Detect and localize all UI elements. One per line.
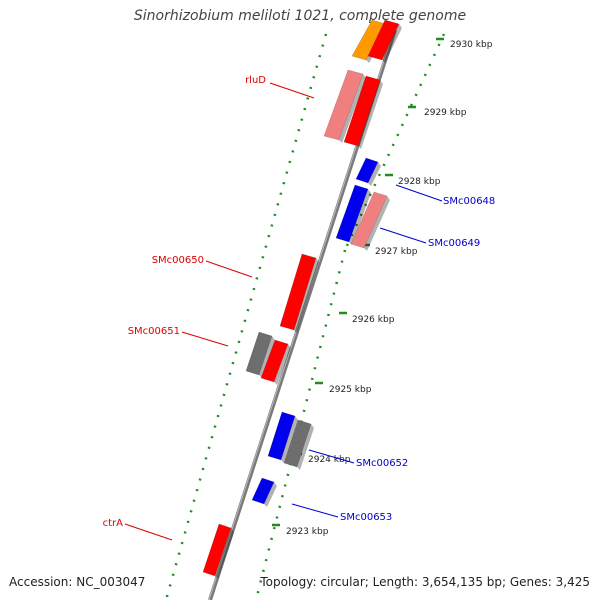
gene-smc00651: [260, 339, 289, 383]
gene-label-leader: [308, 449, 355, 464]
gene-red-top: [367, 19, 400, 61]
gene-label: SMc00652: [356, 458, 408, 469]
gene-smc00652-grey-shade: [297, 424, 314, 470]
gene-smc00651-shade: [274, 344, 291, 385]
gene-smc00653: [251, 477, 275, 505]
gene-label-leader: [379, 227, 427, 244]
gene-label-leader: [205, 260, 253, 278]
gene-label-leader: [124, 523, 173, 541]
gene-label: ctrA: [103, 518, 124, 529]
gene-smc00652-blue: [267, 411, 296, 461]
gene-red-2: [343, 75, 381, 147]
gene-label: SMc00649: [428, 238, 480, 249]
gene-red-top-shade: [382, 24, 402, 63]
tick-label: 2927 kbp: [375, 247, 418, 257]
gene-smc00648-small: [355, 157, 379, 184]
gene-label: SMc00650: [152, 255, 204, 266]
tick-label: 2926 kbp: [352, 315, 395, 325]
gene-smc00653-shade: [264, 482, 277, 507]
gene-smc00648-shade: [349, 189, 371, 245]
gene-label: SMc00648: [443, 196, 495, 207]
gene-label-leader: [395, 184, 443, 202]
gene-red-2-shade: [358, 80, 383, 149]
gene-ctrA: [202, 523, 232, 577]
gene-features: [202, 19, 402, 579]
gene-label: rluD: [245, 75, 266, 86]
scale-dotted-right-outer: [343, 33, 446, 251]
gene-label: SMc00651: [128, 326, 180, 337]
tick-label: 2930 kbp: [450, 40, 493, 50]
tick-label: 2928 kbp: [398, 177, 441, 187]
accession-text: Accession: NC_003047: [9, 575, 146, 589]
gene-rluD: [323, 69, 364, 141]
map-title: Sinorhizobium meliloti 1021, complete ge…: [133, 8, 467, 24]
gene-smc00648: [335, 184, 369, 243]
gene-smc00649: [350, 191, 388, 249]
tick-label: 2924 kbp: [308, 455, 351, 465]
gene-label-leader: [291, 503, 339, 518]
gene-smc00649-shade: [364, 196, 390, 251]
gene-rluD-shade: [339, 74, 366, 143]
gene-smc00652-blue-shade: [281, 416, 298, 463]
topology-text: Topology: circular; Length: 3,654,135 bp…: [260, 575, 590, 589]
tick-label: 2929 kbp: [424, 108, 467, 118]
gene-labels: rluD SMc00650 SMc00651 ctrA SMc00648 SMc00649…: [103, 75, 495, 541]
gene-label-leader: [181, 331, 229, 347]
tick-label: 2925 kbp: [329, 385, 372, 395]
gene-ctrA-shade: [215, 528, 234, 579]
gene-smc00648-small-shade: [368, 162, 381, 186]
gene-smc00650: [279, 253, 317, 331]
gene-label: SMc00653: [340, 512, 392, 523]
gene-orange: [351, 19, 387, 61]
gene-smc00651-grey: [245, 331, 273, 376]
gene-smc00652-grey: [283, 419, 312, 468]
tick-label: 2923 kbp: [286, 527, 329, 537]
gene-label-leader: [269, 82, 315, 99]
gene-smc00650-shade: [294, 258, 319, 333]
gene-smc00651-grey-shade: [259, 336, 275, 378]
